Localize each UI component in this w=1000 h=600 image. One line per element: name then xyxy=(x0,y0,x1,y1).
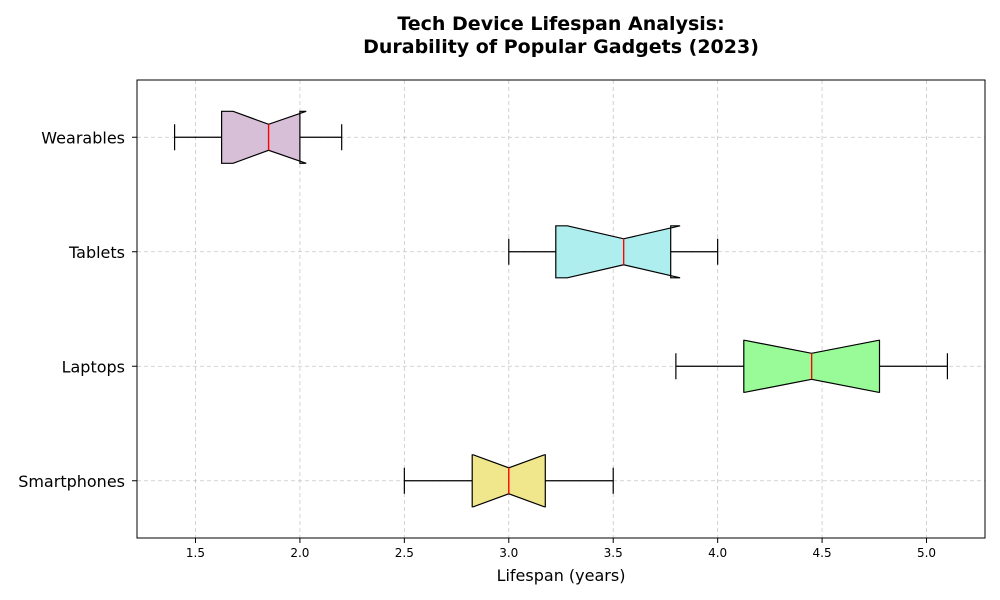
x-tick-label: 4.5 xyxy=(813,546,832,560)
chart-title-line1: Tech Device Lifespan Analysis: xyxy=(397,13,724,35)
y-category-label: Smartphones xyxy=(18,472,125,491)
x-tick-label: 1.5 xyxy=(186,546,205,560)
box-group-laptops xyxy=(675,339,949,393)
box-group-smartphones xyxy=(403,454,614,508)
box-group-wearables xyxy=(173,110,343,164)
box-body xyxy=(555,225,681,279)
y-category-label: Tablets xyxy=(68,243,125,262)
box-body xyxy=(221,110,307,164)
x-tick-label: 5.0 xyxy=(917,546,936,560)
y-category-label: Wearables xyxy=(41,128,125,147)
chart-title-line2: Durability of Popular Gadgets (2023) xyxy=(363,36,759,58)
x-tick-label: 3.0 xyxy=(499,546,518,560)
x-axis-label: Lifespan (years) xyxy=(497,566,626,585)
box-group-tablets xyxy=(508,225,719,279)
x-tick-label: 2.0 xyxy=(290,546,309,560)
x-tick-label: 4.0 xyxy=(708,546,727,560)
x-tick-label: 2.5 xyxy=(395,546,414,560)
plot-frame xyxy=(136,79,986,539)
x-tick-label: 3.5 xyxy=(604,546,623,560)
box-layer xyxy=(173,110,949,508)
y-tick-layer: Smartphones Laptops Tablets Wearables xyxy=(18,128,137,491)
x-tick-layer: 1.5 2.0 2.5 3.0 3.5 4.0 4.5 5.0 xyxy=(186,538,936,560)
y-category-label: Laptops xyxy=(62,357,125,376)
